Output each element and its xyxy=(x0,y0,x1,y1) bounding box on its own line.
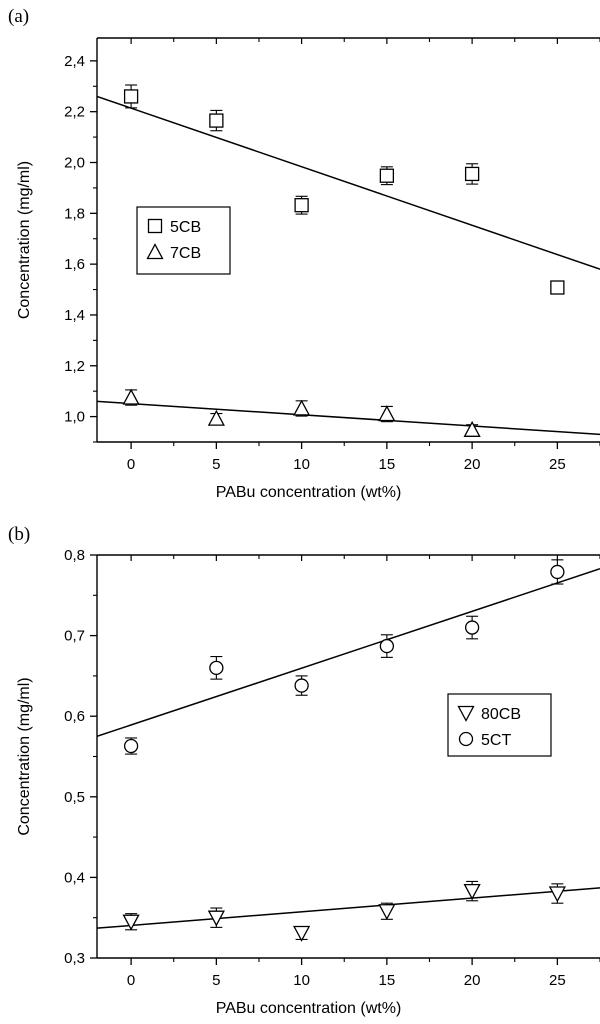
legend-label: 7CB xyxy=(170,245,201,262)
data-point xyxy=(207,409,225,426)
y-tick-label: 0,6 xyxy=(64,708,85,725)
data-point xyxy=(207,910,225,927)
y-tick-label: 0,3 xyxy=(64,950,85,967)
series-5CT xyxy=(97,559,600,755)
data-point xyxy=(209,113,224,128)
chart-panel-b: 0 5 10 15 20 25 0,3 0,4 0,5 0,6 0,7 0,8 PABu concent… xyxy=(16,547,600,1017)
y-tick-label: 1,6 xyxy=(64,256,85,273)
legend-label: 5CT xyxy=(481,732,511,749)
legend-marker xyxy=(147,218,163,234)
data-point xyxy=(379,168,395,183)
data-point xyxy=(209,660,224,675)
y-axis-title: Concentration (mg/ml) xyxy=(16,161,33,319)
x-tick-label: 10 xyxy=(293,456,310,473)
data-point xyxy=(463,420,481,437)
panel-label-a: (a) xyxy=(8,6,30,27)
data-point xyxy=(463,883,481,900)
data-point xyxy=(293,925,311,942)
x-tick-label: 25 xyxy=(549,972,566,989)
chart-panel-a: 0 5 10 15 20 25 1,0 1,2 1,4 1,6 1,8 2,0 2,2 2,4 PABu c… xyxy=(16,37,600,501)
series-80CB xyxy=(97,880,600,942)
fit-line xyxy=(97,567,600,738)
data-point xyxy=(464,166,480,182)
y-axis-title: Concentration (mg/ml) xyxy=(16,677,33,835)
x-tick-label: 15 xyxy=(379,456,396,473)
series-7CB xyxy=(97,388,600,437)
y-tick-label: 1,8 xyxy=(64,205,85,222)
fit-line xyxy=(97,887,600,929)
x-tick-label: 0 xyxy=(127,972,135,989)
data-point xyxy=(378,405,396,422)
legend: 80CB 5CT xyxy=(447,693,552,757)
series-5CB xyxy=(97,84,600,295)
fit-line xyxy=(97,95,600,270)
data-point xyxy=(378,904,396,921)
data-point xyxy=(550,280,565,295)
y-tick-label: 2,4 xyxy=(64,53,85,70)
y-tick-label: 2,2 xyxy=(64,104,85,121)
x-tick-label: 20 xyxy=(464,972,481,989)
x-tick-label: 0 xyxy=(127,456,135,473)
y-tick-label: 1,0 xyxy=(64,409,85,426)
y-tick-label: 2,0 xyxy=(64,155,85,172)
data-point xyxy=(550,564,565,580)
data-point xyxy=(122,914,140,931)
legend-label: 80CB xyxy=(481,706,521,723)
x-tick-label: 5 xyxy=(212,972,220,989)
data-point xyxy=(294,678,309,693)
panel-label-b: (b) xyxy=(8,524,31,545)
y-tick-label: 0,4 xyxy=(64,869,85,886)
data-point xyxy=(123,89,139,104)
y-tick-label: 1,4 xyxy=(64,307,85,324)
y-tick-label: 0,5 xyxy=(64,789,85,806)
data-point xyxy=(294,198,309,213)
x-tick-label: 5 xyxy=(212,456,220,473)
x-axis-title: PABu concentration (wt%) xyxy=(216,484,402,501)
legend-marker xyxy=(146,243,164,260)
data-point xyxy=(122,388,140,405)
y-tick-label: 1,2 xyxy=(64,358,85,375)
legend-box xyxy=(136,206,231,275)
y-tick-label: 0,8 xyxy=(64,547,85,564)
x-tick-label: 25 xyxy=(549,456,566,473)
legend-marker xyxy=(457,705,475,722)
legend-label: 5CB xyxy=(170,219,201,236)
data-point xyxy=(123,738,139,754)
legend-marker xyxy=(458,731,474,747)
data-point xyxy=(464,620,480,635)
x-tick-label: 20 xyxy=(464,456,481,473)
x-tick-label: 10 xyxy=(293,972,310,989)
x-tick-label: 15 xyxy=(379,972,396,989)
y-tick-label: 0,7 xyxy=(64,628,85,645)
data-point xyxy=(293,399,311,416)
data-point xyxy=(548,886,566,903)
data-point xyxy=(379,638,395,654)
fit-line xyxy=(97,400,600,436)
x-axis-title: PABu concentration (wt%) xyxy=(216,1000,402,1017)
legend: 5CB 7CB xyxy=(136,206,231,275)
